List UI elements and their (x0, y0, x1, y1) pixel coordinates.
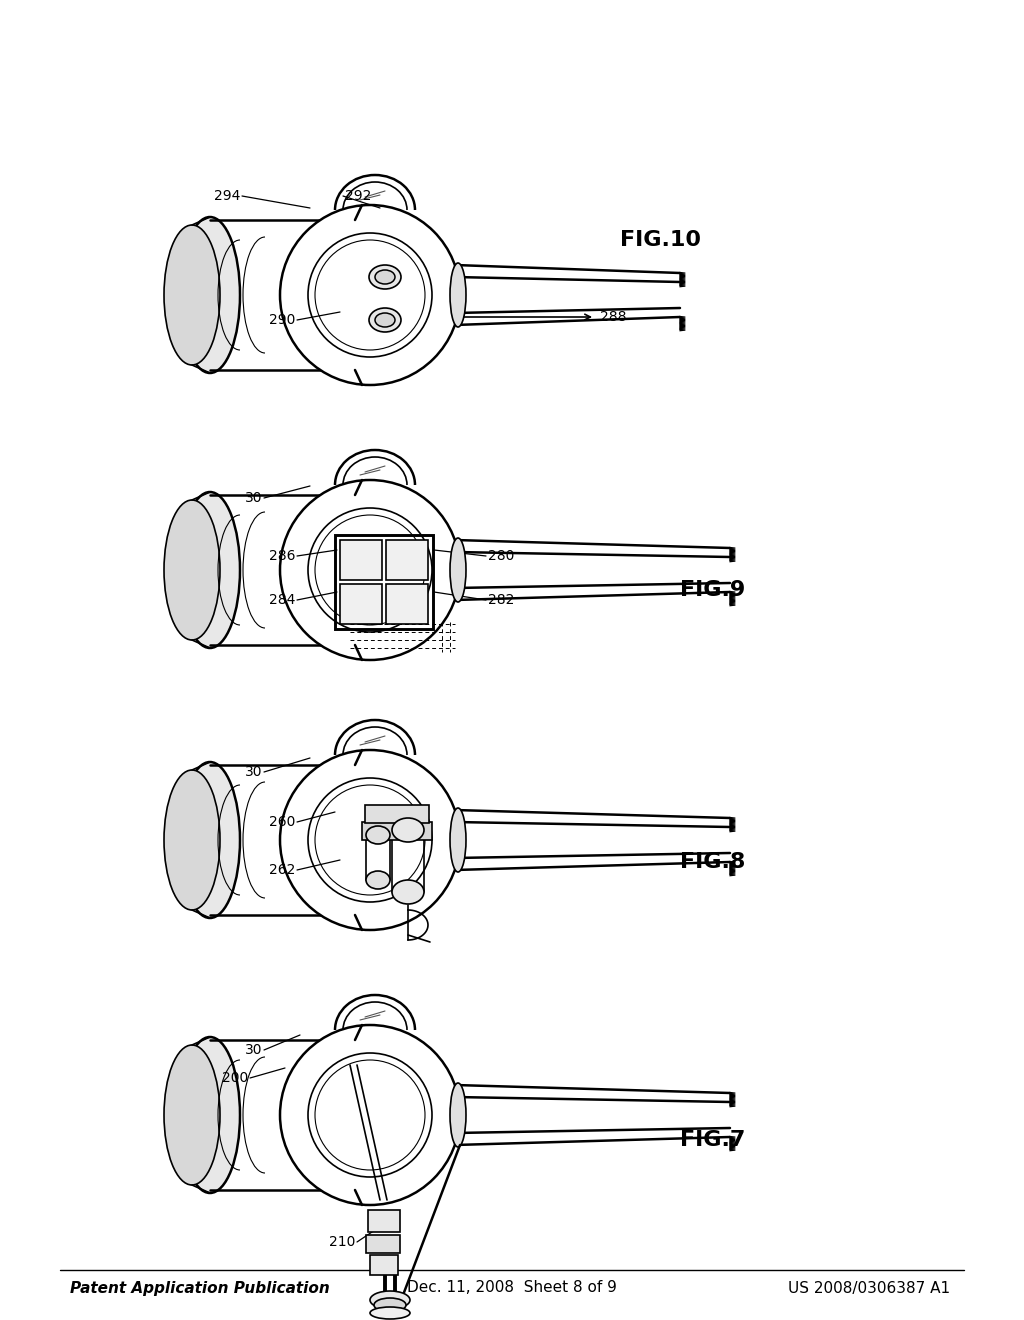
Ellipse shape (369, 308, 401, 333)
Ellipse shape (366, 826, 390, 843)
Text: 288: 288 (600, 310, 627, 323)
Ellipse shape (375, 313, 395, 327)
Ellipse shape (366, 871, 390, 888)
Ellipse shape (315, 515, 425, 624)
Text: FIG.9: FIG.9 (680, 579, 745, 601)
Bar (362, 822, 432, 840)
Ellipse shape (315, 240, 425, 350)
Ellipse shape (374, 1298, 406, 1312)
Ellipse shape (180, 762, 240, 917)
Text: 262: 262 (268, 863, 295, 876)
Text: 290: 290 (268, 313, 295, 327)
Ellipse shape (315, 1060, 425, 1170)
Ellipse shape (375, 271, 395, 284)
Ellipse shape (180, 1038, 240, 1193)
Ellipse shape (280, 750, 460, 931)
Ellipse shape (369, 265, 401, 289)
Bar (366, 1236, 400, 1253)
Ellipse shape (164, 1045, 220, 1185)
Text: 294: 294 (214, 189, 240, 203)
Ellipse shape (450, 263, 466, 327)
Text: 260: 260 (268, 814, 295, 829)
Ellipse shape (370, 1291, 410, 1309)
Ellipse shape (315, 785, 425, 895)
Ellipse shape (308, 234, 432, 356)
Bar (386, 540, 428, 579)
Ellipse shape (450, 539, 466, 602)
Bar (365, 805, 429, 822)
Ellipse shape (370, 1307, 410, 1319)
Text: 30: 30 (245, 1043, 262, 1057)
Ellipse shape (164, 500, 220, 640)
Text: 292: 292 (345, 189, 372, 203)
Text: FIG.10: FIG.10 (620, 230, 701, 249)
Ellipse shape (308, 777, 432, 902)
Ellipse shape (164, 770, 220, 909)
Ellipse shape (450, 808, 466, 873)
Ellipse shape (280, 205, 460, 385)
Text: 200: 200 (222, 1071, 248, 1085)
Text: 30: 30 (245, 491, 262, 506)
Text: 280: 280 (488, 549, 514, 564)
Ellipse shape (164, 224, 220, 366)
Ellipse shape (450, 1082, 466, 1147)
Ellipse shape (308, 508, 432, 632)
Ellipse shape (308, 1053, 432, 1177)
Bar (370, 1255, 398, 1275)
Ellipse shape (180, 216, 240, 374)
Ellipse shape (280, 480, 460, 660)
Text: US 2008/0306387 A1: US 2008/0306387 A1 (787, 1280, 950, 1295)
Text: 282: 282 (488, 593, 514, 607)
Bar (340, 540, 382, 579)
Text: Dec. 11, 2008  Sheet 8 of 9: Dec. 11, 2008 Sheet 8 of 9 (408, 1280, 616, 1295)
Ellipse shape (280, 1026, 460, 1205)
Text: 210: 210 (329, 1236, 355, 1249)
Ellipse shape (392, 880, 424, 904)
Text: 30: 30 (245, 766, 262, 779)
Bar (386, 583, 428, 624)
Bar (340, 583, 382, 624)
Text: FIG.8: FIG.8 (680, 851, 745, 873)
Text: FIG.7: FIG.7 (680, 1130, 745, 1150)
Ellipse shape (392, 818, 424, 842)
Text: 286: 286 (268, 549, 295, 564)
Ellipse shape (180, 492, 240, 648)
Bar (368, 1210, 400, 1232)
Bar (335, 535, 433, 630)
Text: 284: 284 (268, 593, 295, 607)
Text: Patent Application Publication: Patent Application Publication (70, 1280, 330, 1295)
